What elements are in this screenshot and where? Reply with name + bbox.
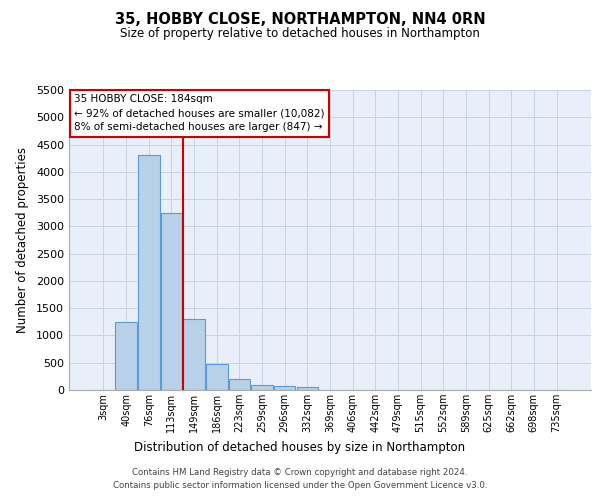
Bar [115,322,137,390]
Bar [184,319,205,390]
Text: 35 HOBBY CLOSE: 184sqm
← 92% of detached houses are smaller (10,082)
8% of semi-: 35 HOBBY CLOSE: 184sqm ← 92% of detached… [74,94,325,132]
Text: Distribution of detached houses by size in Northampton: Distribution of detached houses by size … [134,441,466,454]
Text: Contains HM Land Registry data © Crown copyright and database right 2024.: Contains HM Land Registry data © Crown c… [132,468,468,477]
Bar [296,388,318,390]
Bar [138,156,160,390]
Text: Contains public sector information licensed under the Open Government Licence v3: Contains public sector information licen… [113,480,487,490]
Y-axis label: Number of detached properties: Number of detached properties [16,147,29,333]
Text: Size of property relative to detached houses in Northampton: Size of property relative to detached ho… [120,28,480,40]
Bar [229,379,250,390]
Text: 35, HOBBY CLOSE, NORTHAMPTON, NN4 0RN: 35, HOBBY CLOSE, NORTHAMPTON, NN4 0RN [115,12,485,28]
Bar [274,386,295,390]
Bar [206,364,227,390]
Bar [161,212,182,390]
Bar [251,384,273,390]
